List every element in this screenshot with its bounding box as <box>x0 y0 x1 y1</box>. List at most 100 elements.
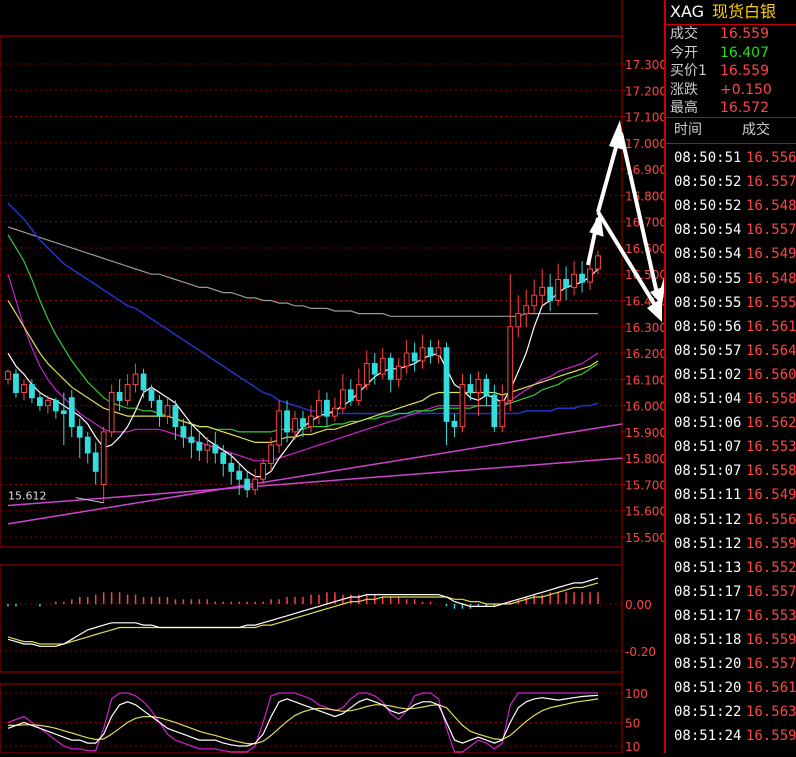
tick-time: 08:51:17 <box>674 583 742 600</box>
candle-body <box>29 384 35 399</box>
chart-area[interactable]: 17.300 17.200 17.100 17.000 16.900 16.800 16.7… <box>0 0 722 754</box>
candle-body <box>403 352 410 367</box>
instrument-code: XAG <box>670 2 705 21</box>
y-tick-label: 16.100 <box>625 373 664 387</box>
candle-body <box>595 255 601 270</box>
tick-row: 08:50:52 16.548 <box>666 194 796 218</box>
candle-body <box>443 347 450 422</box>
candle-body <box>483 378 490 396</box>
tick-time: 08:50:52 <box>674 174 742 191</box>
tick-price: 16.563 <box>746 704 796 721</box>
candle-body <box>13 373 19 393</box>
candle-body <box>260 462 267 480</box>
quote-row: 今开 16.407 <box>670 44 796 63</box>
y-tick-label: 15.600 <box>625 505 664 519</box>
candle-body <box>316 399 322 417</box>
candle-body <box>371 363 378 375</box>
kdj-d-line <box>8 698 599 745</box>
low-marker-line <box>75 497 104 504</box>
quote-label: 买价1 <box>670 63 707 79</box>
candle-body <box>244 478 251 491</box>
candle-body <box>68 397 75 428</box>
trendline <box>7 423 623 525</box>
tick-row: 08:51:12 16.559 <box>666 532 796 556</box>
y-tick-label: 15.700 <box>625 478 664 492</box>
candle-body <box>44 399 51 407</box>
candle-body <box>92 452 99 472</box>
tick-row: 08:51:11 16.549 <box>666 483 796 507</box>
tick-row: 08:51:07 16.553 <box>666 435 796 459</box>
arrow-stroke <box>596 139 620 213</box>
candle-body <box>52 399 59 412</box>
candle-body <box>324 399 330 417</box>
tick-time: 08:51:17 <box>674 607 742 624</box>
macd-tick-label: -0.20 <box>625 645 656 659</box>
quote-row: 买价1 16.559 <box>670 62 796 81</box>
tick-row: 08:50:54 16.557 <box>666 218 796 242</box>
quote-row: 最高 16.572 <box>670 99 796 118</box>
tick-time: 08:51:22 <box>674 704 742 721</box>
divider <box>666 24 796 25</box>
arrow-head <box>647 298 662 322</box>
candle-body <box>491 394 498 428</box>
arrow-stroke <box>619 132 660 299</box>
candle-body <box>507 326 514 401</box>
tick-time: 08:51:06 <box>674 415 742 432</box>
candle-body <box>499 399 506 428</box>
tick-price: 16.559 <box>746 728 796 745</box>
candle-body <box>252 478 259 491</box>
candle-body <box>148 389 155 401</box>
tick-price: 16.559 <box>746 535 796 552</box>
candle-body <box>531 294 538 307</box>
tick-price: 16.552 <box>746 559 796 576</box>
y-tick-label: 15.900 <box>625 426 664 440</box>
tick-time: 08:50:54 <box>674 246 742 263</box>
tick-price: 16.560 <box>746 366 796 383</box>
candle-body <box>188 436 195 443</box>
tick-time: 08:51:07 <box>674 463 742 480</box>
quote-label: 最高 <box>670 100 698 116</box>
tick-time: 08:51:04 <box>674 391 742 407</box>
tick-price: 16.558 <box>746 391 796 407</box>
tick-price: 16.562 <box>746 415 796 432</box>
candle-body <box>435 347 442 357</box>
ticks-header-price: 成交 <box>742 122 770 138</box>
candle-body <box>100 431 107 485</box>
tick-time: 08:50:52 <box>674 198 742 215</box>
tick-price: 16.561 <box>746 680 796 697</box>
ma-grey-line <box>7 226 598 317</box>
candle-body <box>347 389 354 401</box>
candle-body <box>555 278 562 302</box>
tick-row: 08:51:18 16.559 <box>666 628 796 652</box>
candle-body <box>332 407 338 417</box>
tick-price: 16.556 <box>746 150 796 166</box>
candle-body <box>180 426 187 438</box>
kdj-k-line <box>7 694 599 747</box>
tick-time: 08:51:02 <box>674 366 742 383</box>
low-annotation: 15.612 <box>8 490 47 503</box>
quote-row: 成交 16.559 <box>670 25 796 44</box>
tick-price: 16.559 <box>746 632 796 648</box>
candle-body <box>228 462 235 472</box>
candle-body <box>76 426 83 438</box>
candle-body <box>156 399 163 417</box>
divider <box>666 117 796 118</box>
tick-price: 16.557 <box>746 583 796 600</box>
quote-panel: XAG 现货白银 成交 16.559 今开 16.407 买价1 16.559 涨跌 +0.15… <box>664 0 796 753</box>
candle-body <box>395 365 402 380</box>
kdj-tick-label: 50 <box>625 716 640 730</box>
candle-body <box>467 384 474 393</box>
tick-row: 08:51:07 16.558 <box>666 459 796 483</box>
tick-price: 16.556 <box>746 511 796 528</box>
tick-row: 08:50:56 16.561 <box>666 315 796 339</box>
tick-time: 08:50:51 <box>674 150 742 166</box>
y-tick-label: 16.700 <box>625 216 664 230</box>
candle-body <box>292 418 298 433</box>
candle-body <box>196 441 203 451</box>
quote-value: 16.407 <box>720 44 769 61</box>
candle-body <box>268 444 275 464</box>
tick-row: 08:50:55 16.548 <box>666 267 796 291</box>
candlestick-chart[interactable]: 17.300 17.200 17.100 17.000 16.900 16.800 16.7… <box>0 0 722 754</box>
tick-time: 08:51:20 <box>674 680 742 697</box>
y-tick-label: 17.000 <box>625 137 664 151</box>
